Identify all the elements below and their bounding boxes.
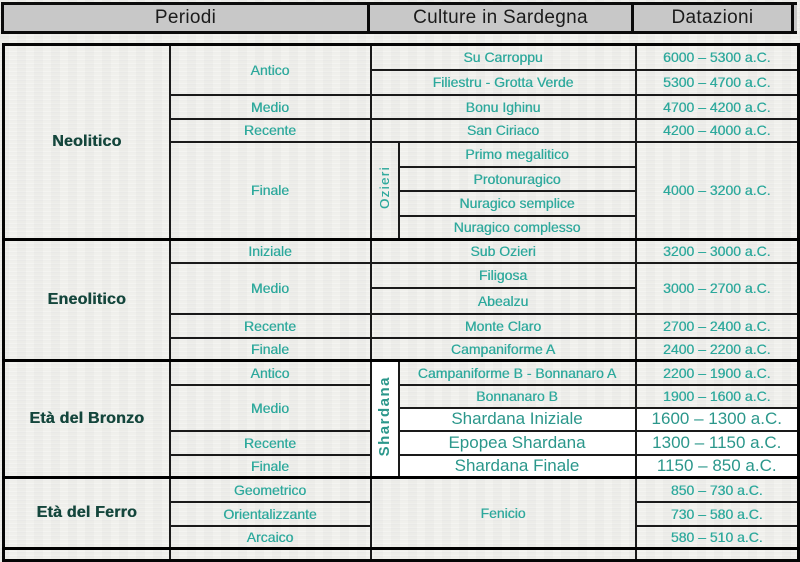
date-cell-580-510: 580 – 510 a.C. <box>634 524 800 550</box>
date-cell-2400-2200: 2400 – 2200 a.C. <box>634 336 800 362</box>
table-row: Neolitico Antico Su Carroppu 6000 – 5300… <box>2 43 800 241</box>
table-row: Età del Ferro Geometrico Fenicio 850 – 7… <box>2 476 800 550</box>
phase-cell-neolitico-recente: Recente <box>168 117 372 143</box>
phase-cell-bronzo-antico: Antico <box>168 359 372 386</box>
header-datazioni: Datazioni <box>634 5 794 31</box>
culture-cell-nuragico-semplice: Nuragico semplice <box>397 189 637 217</box>
period-cell-eneolitico: Eneolitico <box>2 238 171 362</box>
phase-cell-eneolitico-recente: Recente <box>168 312 372 339</box>
table-row: Medio Filigosa 3000 – 2700 a.C. <box>4 261 800 315</box>
header-periodi: Periodi <box>1 5 370 31</box>
header-culture-in-sardegna: Culture in Sardegna <box>370 5 634 31</box>
culture-cell-primo-megalitico: Primo megalitico <box>397 140 637 168</box>
date-cell-2700-2400: 2700 – 2400 a.C. <box>634 312 800 339</box>
table-row: Abealzu <box>4 286 799 315</box>
date-cell-4200-4000: 4200 – 4000 a.C. <box>634 117 800 143</box>
phase-cell-bronzo-recente: Recente <box>168 429 372 456</box>
culture-cell-campaniforme-a: Campaniforme A <box>369 336 637 362</box>
culture-cell-monte-claro: Monte Claro <box>369 312 637 339</box>
phase-cell-neolitico-antico: Antico <box>168 43 372 96</box>
cutoff-culture-cell <box>369 547 637 562</box>
culture-cell-filiestru-grotta-verde: Filiestru - Grotta Verde <box>369 68 637 96</box>
culture-cell-campaniforme-b-bonnanaro-a: Campaniforme B - Bonnanaro A <box>397 359 637 386</box>
table-row: Shardana Iniziale 1600 – 1300 a.C. <box>4 406 800 432</box>
table-row: Finale Ozieri Primo megalitico 4000 – 32… <box>4 140 800 241</box>
table-row: Orientalizzante 730 – 580 a.C. <box>4 500 800 527</box>
date-cell-4000-3200: 4000 – 3200 a.C. <box>634 140 800 241</box>
table-row: Filiestru - Grotta Verde 5300 – 4700 a.C… <box>4 68 800 96</box>
date-cell-1150-850: 1150 – 850 a.C. <box>634 453 800 479</box>
table-row: Medio Bonnanaro B 1900 – 1600 a.C. <box>4 383 800 432</box>
date-cell-6000-5300: 6000 – 5300 a.C. <box>634 43 800 71</box>
date-cell-850-730: 850 – 730 a.C. <box>634 476 800 503</box>
table-row: Protonuragico <box>4 165 799 192</box>
table-row: Recente Epopea Shardana 1300 – 1150 a.C. <box>4 429 800 456</box>
phase-cell-bronzo-finale: Finale <box>168 453 372 479</box>
culture-cell-filigosa: Filigosa <box>369 261 637 289</box>
table-header-row: Periodi Culture in Sardegna Datazioni <box>1 2 797 34</box>
table-row: Nuragico complesso <box>4 214 799 241</box>
date-cell-3200-3000: 3200 – 3000 a.C. <box>634 238 800 264</box>
period-cell-eta-del-ferro: Età del Ferro <box>2 476 171 550</box>
table-row: Nuragico semplice <box>4 189 799 217</box>
phase-cell-neolitico-finale: Finale <box>168 140 372 241</box>
date-cell-4700-4200: 4700 – 4200 a.C. <box>634 93 800 120</box>
date-cell-730-580: 730 – 580 a.C. <box>634 500 800 527</box>
date-cell-2200-1900: 2200 – 1900 a.C. <box>634 359 800 386</box>
culture-cell-shardana-finale: Shardana Finale <box>397 453 637 479</box>
phase-cell-ferro-orientalizzante: Orientalizzante <box>168 500 372 527</box>
table-row: Finale Campaniforme A 2400 – 2200 a.C. <box>4 336 800 362</box>
culture-cell-san-ciriaco: San Ciriaco <box>369 117 637 143</box>
table-row: Recente San Ciriaco 4200 – 4000 a.C. <box>4 117 800 143</box>
table-row: Arcaico 580 – 510 a.C. <box>4 524 800 550</box>
date-cell-3000-2700: 3000 – 2700 a.C. <box>634 261 800 315</box>
culture-cell-epopea-shardana: Epopea Shardana <box>397 429 637 456</box>
date-cell-5300-4700: 5300 – 4700 a.C. <box>634 68 800 96</box>
culture-cell-fenicio: Fenicio <box>369 476 637 550</box>
table-row: Finale Shardana Finale 1150 – 850 a.C. <box>4 453 800 479</box>
phase-cell-eneolitico-medio: Medio <box>168 261 372 315</box>
culture-cell-sub-ozieri: Sub Ozieri <box>369 238 637 264</box>
date-cell-1900-1600: 1900 – 1600 a.C. <box>634 383 800 409</box>
table-row: Età del Bronzo Antico Shardana Campanifo… <box>2 359 800 479</box>
phase-cell-ferro-arcaico: Arcaico <box>168 524 372 550</box>
shardana-vertical-text: Shardana <box>376 376 393 457</box>
phase-cell-eneolitico-iniziale: Iniziale <box>168 238 372 264</box>
culture-cell-abealzu: Abealzu <box>369 286 637 315</box>
culture-cell-su-carroppu: Su Carroppu <box>369 43 637 71</box>
cutoff-period-cell <box>2 547 171 562</box>
table-row: Recente Monte Claro 2700 – 2400 a.C. <box>4 312 800 339</box>
phase-cell-bronzo-medio: Medio <box>168 383 372 432</box>
culture-cell-bonnanaro-b: Bonnanaro B <box>397 383 637 409</box>
table-row-cutoff <box>2 547 800 562</box>
culture-cell-bonu-ighinu: Bonu Ighinu <box>369 93 637 120</box>
phase-cell-neolitico-medio: Medio <box>168 93 372 120</box>
date-cell-1300-1150: 1300 – 1150 a.C. <box>634 429 800 456</box>
ozieri-vertical-text: Ozieri <box>377 166 392 210</box>
phase-cell-eneolitico-finale: Finale <box>168 336 372 362</box>
culture-cell-nuragico-complesso: Nuragico complesso <box>397 214 637 241</box>
table-row: Medio Bonu Ighinu 4700 – 4200 a.C. <box>4 93 800 120</box>
date-cell-1600-1300: 1600 – 1300 a.C. <box>634 406 800 432</box>
vertical-label-ozieri: Ozieri <box>369 140 400 241</box>
cutoff-date-cell <box>634 547 800 562</box>
period-cell-eta-del-bronzo: Età del Bronzo <box>2 359 171 479</box>
culture-cell-protonuragico: Protonuragico <box>397 165 637 192</box>
cutoff-phase-cell <box>168 547 372 562</box>
culture-cell-shardana-iniziale: Shardana Iniziale <box>397 406 637 432</box>
table-row: Eneolitico Iniziale Sub Ozieri 3200 – 30… <box>2 238 800 362</box>
phase-cell-ferro-geometrico: Geometrico <box>168 476 372 503</box>
vertical-label-shardana: Shardana <box>369 359 400 479</box>
period-cell-neolitico: Neolitico <box>2 43 171 241</box>
chronology-table: Neolitico Antico Su Carroppu 6000 – 5300… <box>2 43 800 562</box>
